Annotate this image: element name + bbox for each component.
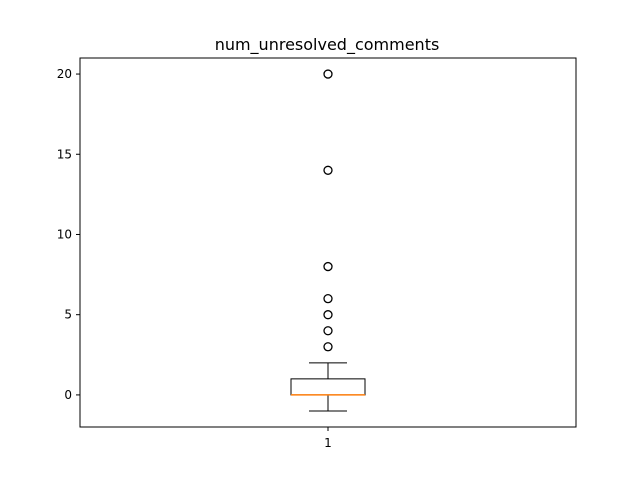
y-tick-label: 10 (57, 227, 72, 241)
x-tick-label: 1 (324, 436, 332, 450)
outlier-point (323, 165, 333, 175)
chart-title: num_unresolved_comments (215, 35, 440, 55)
outlier-point (323, 326, 333, 336)
plot-area (290, 69, 366, 412)
iqr-box (290, 378, 366, 396)
y-tick-label: 0 (64, 388, 72, 402)
outlier-point (323, 310, 333, 320)
y-tick-label: 20 (57, 67, 72, 81)
outlier-point (323, 69, 333, 79)
axes-frame (79, 57, 577, 428)
x-axis: 1 (324, 427, 332, 450)
outlier-point (323, 294, 333, 304)
y-tick-label: 15 (57, 147, 72, 161)
outlier-point (323, 342, 333, 352)
y-axis: 0 5 10 15 20 (57, 67, 80, 402)
outlier-point (323, 261, 333, 272)
y-tick-label: 5 (64, 308, 72, 322)
